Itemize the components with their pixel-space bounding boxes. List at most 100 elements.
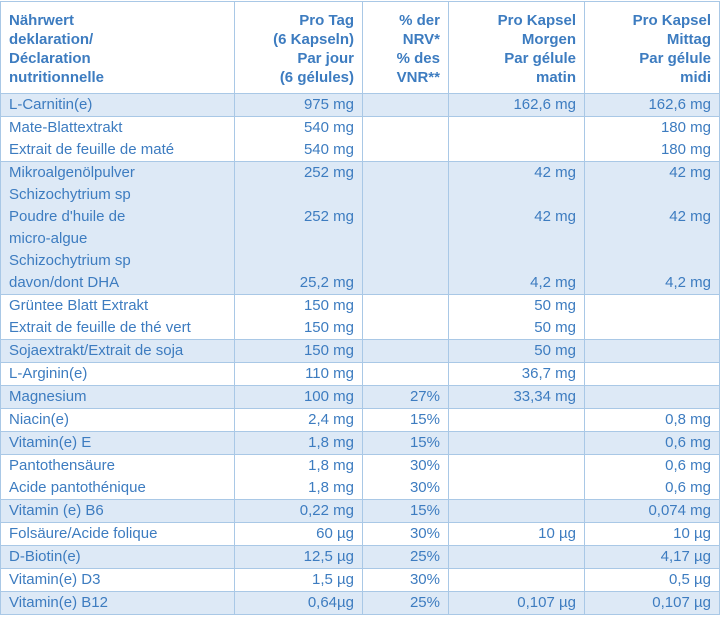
- cell-value: [457, 184, 576, 206]
- header-text: % der: [399, 12, 440, 29]
- cell-value: 110 mg: [305, 365, 354, 382]
- value-cell: 25%: [362, 545, 449, 569]
- value-cell: [362, 116, 449, 162]
- cell-value: 15%: [409, 411, 440, 428]
- header-text: matin: [535, 69, 576, 86]
- cell-value: 0,6 mg: [665, 457, 711, 474]
- value-cell: 30%: [362, 568, 449, 592]
- value-cell: 0,074 mg: [584, 499, 720, 523]
- cell-value: 0,64µg: [307, 594, 354, 611]
- table-header: Nährwert deklaration/Déclaration nutrition…: [0, 1, 720, 94]
- cell-value: [457, 500, 576, 522]
- cell-value: 42 mg: [669, 208, 711, 225]
- value-cell: 975 mg: [234, 93, 363, 117]
- nutrient-row: Niacin(e) 2,4 mg 15% 0,8 mg: [0, 408, 720, 432]
- value-cell: 252 mg 252 mg 25,2 mg: [234, 161, 363, 295]
- value-cell: 10 µg: [448, 522, 585, 546]
- value-cell: [362, 93, 449, 117]
- cell-value: 1,8 mg: [308, 457, 354, 474]
- cell-value: 162,6 mg: [513, 96, 576, 113]
- label-cell: Vitamin(e) B12: [0, 591, 235, 615]
- value-cell: 25%: [362, 591, 449, 615]
- nutrient-row: Vitamin(e) E 1,8 mg 15% 0,6 mg: [0, 431, 720, 455]
- cell-label: Mate-Blattextrakt: [9, 119, 123, 136]
- cell-value: [371, 184, 440, 206]
- label-cell: Pantothensäure Acide pantothénique: [0, 454, 235, 500]
- nutrient-row: Vitamin(e) D3 1,5 µg 30% 0,5 µg: [0, 568, 720, 592]
- cell-label: Schizochytrium sp: [9, 252, 131, 269]
- nutrient-row: Mikroalgenölpulver Schizochytrium sp Poudr…: [0, 161, 720, 295]
- label-cell: Mikroalgenölpulver Schizochytrium sp Poudr…: [0, 161, 235, 295]
- header-cell: Pro Tag (6 Kapseln) Par jour (6 gélules): [234, 1, 363, 94]
- cell-value: [457, 409, 576, 431]
- value-cell: 150 mg 150 mg: [234, 294, 363, 340]
- cell-label: D-Biotin(e): [9, 548, 81, 565]
- nutrient-row: Vitamin (e) B6 0,22 mg 15% 0,074 mg: [0, 499, 720, 523]
- value-cell: 42 mg 42 mg 4,2 mg: [448, 161, 585, 295]
- value-cell: 540 mg 540 mg: [234, 116, 363, 162]
- cell-value: [371, 117, 440, 139]
- value-cell: 42 mg 42 mg 4,2 mg: [584, 161, 720, 295]
- value-cell: 33,34 mg: [448, 385, 585, 409]
- value-cell: 27%: [362, 385, 449, 409]
- header-text: (6 Kapseln): [273, 31, 354, 48]
- cell-value: [457, 228, 576, 250]
- header-text: (6 gélules): [279, 69, 354, 86]
- header-text: NRV*: [402, 31, 440, 48]
- cell-value: 0,107 µg: [652, 594, 711, 611]
- value-cell: [584, 385, 720, 409]
- cell-value: [593, 317, 711, 339]
- cell-value: [371, 317, 440, 339]
- header-row: Nährwert deklaration/Déclaration nutrition…: [0, 1, 720, 94]
- cell-label: L-Arginin(e): [9, 365, 88, 382]
- value-cell: 100 mg: [234, 385, 363, 409]
- cell-value: 540 mg: [303, 141, 354, 158]
- value-cell: [448, 408, 585, 432]
- value-cell: [362, 339, 449, 363]
- cell-value: 1,5 µg: [311, 571, 354, 588]
- cell-value: [457, 117, 576, 139]
- cell-value: 150 mg: [303, 319, 354, 336]
- cell-value: 25,2 mg: [299, 274, 354, 291]
- value-cell: [584, 362, 720, 386]
- cell-label: Vitamin(e) B12: [9, 594, 108, 611]
- cell-value: 30%: [409, 457, 440, 474]
- cell-label: Sojaextrakt/Extrait de soja: [9, 342, 184, 359]
- label-cell: Folsäure/Acide folique: [0, 522, 235, 546]
- nutrient-row: Folsäure/Acide folique 60 µg 30% 10 µg 10 µg: [0, 522, 720, 546]
- header-cell: Pro Kapsel Morgen Par gélule matin: [448, 1, 585, 94]
- value-cell: 1,5 µg: [234, 568, 363, 592]
- cell-value: 12,5 µg: [303, 548, 354, 565]
- value-cell: 0,5 µg: [584, 568, 720, 592]
- cell-label: Acide pantothénique: [9, 479, 146, 496]
- value-cell: 0,107 µg: [448, 591, 585, 615]
- header-cell: % der NRV* % des VNR**: [362, 1, 449, 94]
- header-text: Pro Kapsel: [497, 12, 576, 29]
- cell-value: [243, 250, 354, 272]
- value-cell: [448, 116, 585, 162]
- cell-value: [593, 184, 711, 206]
- value-cell: 0,6 mg 0,6 mg: [584, 454, 720, 500]
- value-cell: [584, 339, 720, 363]
- value-cell: 2,4 mg: [234, 408, 363, 432]
- value-cell: 1,8 mg: [234, 431, 363, 455]
- header-text: Mittag: [666, 31, 711, 48]
- cell-value: 50 mg: [534, 297, 576, 314]
- cell-value: [243, 228, 354, 250]
- header-text: deklaration/: [9, 31, 94, 48]
- header-text: VNR**: [396, 69, 440, 86]
- value-cell: [362, 362, 449, 386]
- cell-value: 975 mg: [303, 96, 354, 113]
- cell-value: 252 mg: [303, 164, 354, 181]
- header-text: Nährwert: [9, 12, 75, 29]
- cell-value: 0,22 mg: [299, 502, 354, 519]
- cell-value: 0,6 mg: [665, 479, 711, 496]
- cell-label: Schizochytrium sp: [9, 186, 131, 203]
- nutrient-row: Magnesium 100 mg 27% 33,34 mg: [0, 385, 720, 409]
- cell-value: [457, 432, 576, 454]
- cell-value: 100 mg: [303, 388, 354, 405]
- label-cell: Vitamin(e) E: [0, 431, 235, 455]
- cell-value: [371, 250, 440, 272]
- value-cell: 1,8 mg 1,8 mg: [234, 454, 363, 500]
